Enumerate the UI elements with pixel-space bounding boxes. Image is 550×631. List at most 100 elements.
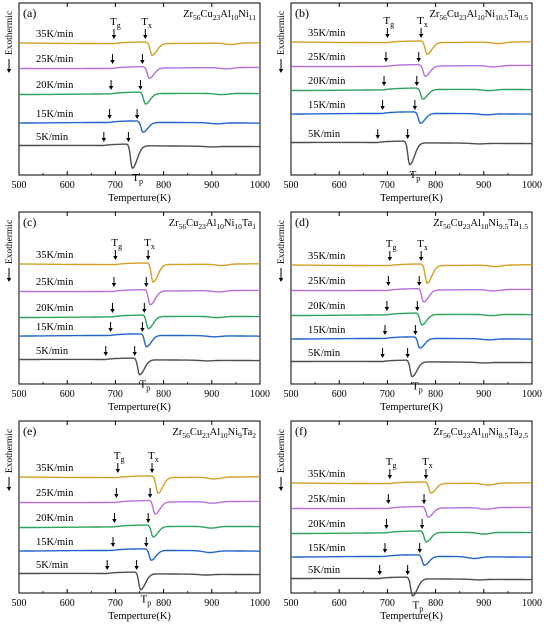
tg-arrow <box>101 132 107 142</box>
exothermic-arrow <box>278 59 284 73</box>
tx-arrow <box>415 301 420 311</box>
tg-arrow <box>110 537 116 547</box>
x-tick-label: 800 <box>156 598 171 609</box>
dsc-curve-15k-min <box>291 336 532 349</box>
tx-arrow-head <box>134 115 140 119</box>
rate-label: 5K/min <box>36 346 69 357</box>
panel-e: 500 600 700 800 900 1000 Temperture(K) Exotherm… <box>5 420 270 622</box>
tx-label: Tx <box>148 450 159 464</box>
exothermic-arrow-head <box>6 69 12 73</box>
tx-arrow <box>417 276 422 286</box>
tg-arrow-head <box>382 331 388 335</box>
rate-label: 35K/min <box>308 251 346 262</box>
x-axis-label: Temperture(K) <box>380 611 443 622</box>
panel-tag: (d) <box>295 215 309 229</box>
x-axis-label: Temperture(K) <box>108 402 171 413</box>
tx-arrow-head <box>143 35 148 39</box>
tp-label: Tp <box>410 169 421 183</box>
x-tick-label: 500 <box>284 389 299 400</box>
x-axis-label: Temperture(K) <box>108 611 171 622</box>
tx-arrow-head <box>132 352 137 356</box>
tg-arrow-head <box>387 475 393 479</box>
panel-tag: (b) <box>295 6 309 20</box>
x-axis-label: Temperture(K) <box>380 402 443 413</box>
rate-label: 25K/min <box>36 54 74 65</box>
tg-arrow <box>105 560 110 570</box>
tx-arrow-head <box>413 331 418 335</box>
tg-arrow <box>112 513 117 523</box>
tx-arrow-head <box>149 469 155 473</box>
tg-arrow-head <box>103 352 108 356</box>
rate-label: 15K/min <box>308 325 346 336</box>
dsc-curve-20k-min <box>19 314 260 330</box>
dsc-curve-15k-min <box>291 111 532 124</box>
tx-arrow-head <box>134 566 139 570</box>
x-tick-label: 700 <box>380 598 395 609</box>
tg-arrow <box>382 543 388 553</box>
tx-arrow <box>138 80 143 90</box>
x-tick-label: 800 <box>428 389 443 400</box>
rate-label: 5K/min <box>308 565 341 576</box>
tx-arrow <box>126 132 131 142</box>
dsc-curve-15k-min <box>291 554 532 567</box>
tx-arrow <box>413 325 418 335</box>
tx-arrow-head <box>417 549 422 553</box>
tg-arrow <box>111 29 117 39</box>
tx-arrow-head <box>414 82 420 86</box>
tx-arrow-head <box>416 58 421 62</box>
tg-arrow-head <box>101 138 107 142</box>
tx-arrow-head <box>421 500 427 504</box>
tp-label: Tp <box>412 380 423 394</box>
dsc-curve-25k-min <box>291 505 532 518</box>
x-tick-label: 500 <box>12 389 27 400</box>
tg-arrow-head <box>387 257 393 261</box>
tx-arrow <box>134 560 139 570</box>
tg-arrow-head <box>108 328 113 332</box>
dsc-curve-25k-min <box>291 288 532 303</box>
x-tick-label: 600 <box>60 389 75 400</box>
dsc-curve-35k-min <box>19 41 261 57</box>
tx-arrow-head <box>140 60 145 64</box>
tx-arrow <box>140 322 145 332</box>
dsc-curve-15k-min <box>19 548 260 561</box>
x-tick-label: 900 <box>204 598 219 609</box>
x-tick-label: 600 <box>332 598 347 609</box>
tx-arrow <box>145 250 151 260</box>
rate-label: 15K/min <box>36 322 74 333</box>
tx-arrow-head <box>417 282 422 286</box>
x-tick-label: 700 <box>108 598 123 609</box>
dsc-curve-25k-min <box>19 65 260 80</box>
panel-tag: (e) <box>23 424 36 438</box>
x-tick-label: 900 <box>204 389 219 400</box>
tg-arrow <box>384 301 390 311</box>
tg-arrow <box>108 80 114 90</box>
tx-arrow <box>412 100 418 110</box>
tx-arrow <box>132 346 137 356</box>
x-tick-label: 1000 <box>522 180 542 191</box>
dsc-curve-15k-min <box>19 120 260 133</box>
tg-arrow-head <box>384 307 390 311</box>
x-tick-label: 800 <box>428 598 443 609</box>
panel-c: 500 600 700 800 900 1000 Temperture(K) Exotherm… <box>5 211 270 413</box>
dsc-curve-35k-min <box>291 481 533 494</box>
tg-arrow-head <box>105 566 110 570</box>
rate-label: 15K/min <box>308 100 346 111</box>
rate-label: 35K/min <box>36 250 74 261</box>
rate-label: 25K/min <box>36 488 74 499</box>
dsc-curve-25k-min <box>19 499 260 515</box>
rate-label: 20K/min <box>36 80 74 91</box>
tg-arrow-head <box>114 494 119 498</box>
tg-arrow-head <box>375 135 380 139</box>
tg-arrow <box>382 325 388 335</box>
x-tick-label: 900 <box>476 389 491 400</box>
tg-arrow-head <box>108 86 114 90</box>
tg-arrow <box>380 100 385 110</box>
tg-arrow-head <box>110 309 115 313</box>
rate-label: 20K/min <box>36 303 74 314</box>
dsc-curve-20k-min <box>291 312 532 326</box>
tx-arrow-head <box>144 543 149 547</box>
tx-arrow-head <box>144 283 149 287</box>
tx-arrow-head <box>419 525 425 529</box>
panel-f: 500 600 700 800 900 1000 Temperture(K) Exotherm… <box>277 420 542 622</box>
rate-label: 25K/min <box>308 52 346 63</box>
